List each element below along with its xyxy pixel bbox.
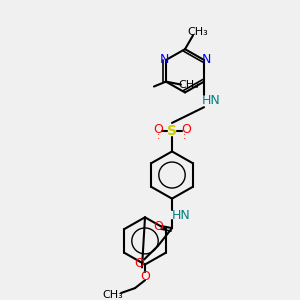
Text: N: N [159,53,169,67]
Text: :: : [158,131,160,141]
Text: :: : [183,131,187,141]
Text: HN: HN [202,94,220,107]
Text: S: S [167,124,177,138]
Text: O: O [153,220,163,233]
Text: O: O [134,257,144,270]
Text: N: N [201,53,211,67]
Text: O: O [153,123,163,136]
Text: O: O [140,270,150,283]
Text: CH₃: CH₃ [188,27,208,38]
Text: CH₃: CH₃ [178,80,199,90]
Text: CH₃: CH₃ [103,290,123,300]
Text: O: O [181,123,191,136]
Text: HN: HN [172,209,190,222]
